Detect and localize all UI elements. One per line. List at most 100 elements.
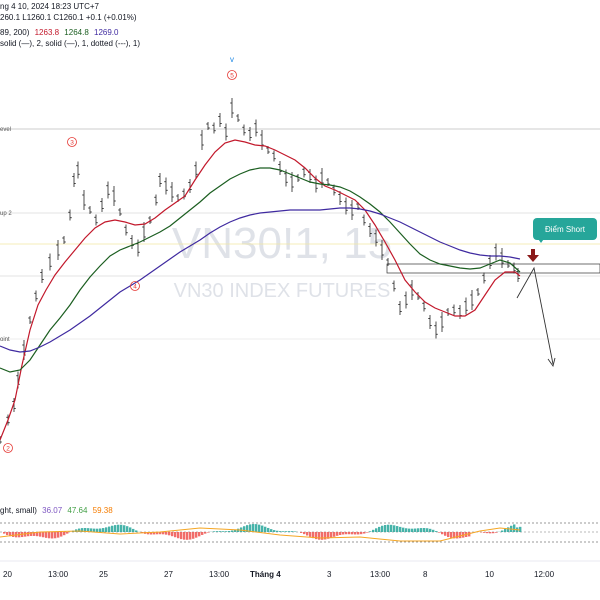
osc-histogram-bar	[93, 528, 96, 532]
short-entry-label[interactable]: Điểm Short	[533, 218, 597, 240]
osc-histogram-bar	[195, 532, 198, 538]
x-axis-label: 10	[485, 570, 494, 579]
osc-histogram-bar	[492, 532, 495, 534]
resistance-zone[interactable]	[386, 263, 600, 274]
osc-signal-line[interactable]	[0, 527, 521, 542]
osc-histogram-bar	[30, 532, 33, 536]
osc-histogram-bar	[36, 532, 39, 537]
osc-histogram-bar	[327, 532, 330, 539]
x-axis-label: 25	[99, 570, 108, 579]
osc-histogram-bar	[234, 529, 237, 532]
osc-histogram-bar	[201, 532, 204, 535]
wave-5-marker[interactable]	[227, 70, 237, 80]
osc-histogram-bar	[9, 532, 12, 537]
osc-histogram-bar	[54, 532, 57, 539]
osc-histogram-bar	[312, 532, 315, 539]
osc-histogram-bar	[363, 532, 366, 534]
osc-histogram-bar	[360, 532, 363, 535]
osc-histogram-bar	[147, 532, 150, 535]
osc-histogram-bar	[174, 532, 177, 538]
x-axis-label: Tháng 4	[250, 570, 281, 579]
osc-histogram-bar	[294, 531, 297, 532]
short-entry-text: Điểm Short	[544, 224, 585, 234]
osc-histogram-bar	[117, 524, 120, 532]
osc-histogram-bar	[102, 528, 105, 532]
osc-histogram-bar	[396, 526, 399, 532]
osc-histogram-bar	[366, 532, 369, 533]
osc-histogram-bar	[435, 531, 438, 532]
osc-histogram-bar	[423, 527, 426, 532]
osc-histogram-bar	[495, 532, 498, 533]
osc-histogram-bar	[150, 532, 153, 535]
osc-histogram-bar	[180, 532, 183, 540]
osc-histogram-bar	[189, 532, 192, 540]
osc-histogram-bar	[81, 528, 84, 532]
wave-2-marker[interactable]	[3, 443, 13, 453]
osc-histogram-bar	[33, 532, 36, 536]
osc-histogram-bar	[87, 528, 90, 532]
osc-histogram-bar	[450, 532, 453, 538]
osc-histogram-bar	[111, 525, 114, 532]
osc-histogram-bar	[243, 526, 246, 532]
wave-3-marker[interactable]	[67, 137, 77, 147]
osc-histogram-bar	[114, 525, 117, 532]
osc-histogram-bar	[519, 526, 522, 532]
wave-4-marker[interactable]	[130, 281, 140, 291]
osc-histogram-bar	[444, 532, 447, 536]
osc-histogram-bar	[126, 526, 129, 532]
projection-path[interactable]	[516, 266, 554, 365]
ma-fast-line[interactable]	[0, 139, 521, 441]
osc-histogram-bar	[270, 529, 273, 532]
short-label-pointer	[536, 236, 546, 243]
osc-histogram-bar	[90, 528, 93, 532]
osc-histogram-bar	[468, 532, 471, 537]
osc-histogram-bar	[207, 532, 210, 533]
wave-5-label: 5	[230, 73, 234, 80]
osc-histogram-bar	[339, 532, 342, 536]
osc-histogram-bar	[3, 532, 6, 534]
osc-histogram-bar	[168, 532, 171, 536]
osc-histogram-bar	[309, 532, 312, 537]
osc-histogram-bar	[231, 530, 234, 532]
osc-histogram-bar	[105, 527, 108, 532]
ma-mid-line[interactable]	[0, 167, 521, 373]
osc-histogram-bar	[204, 532, 207, 534]
ma-slow-line[interactable]	[0, 207, 521, 353]
osc-histogram-bar	[84, 527, 87, 532]
osc-histogram-bar	[453, 532, 456, 539]
osc-histogram-bar	[336, 532, 339, 536]
osc-histogram-bar	[276, 530, 279, 532]
osc-histogram-bar	[387, 524, 390, 532]
osc-histogram-bar	[261, 525, 264, 532]
osc-histogram-bar	[213, 531, 216, 532]
osc-histogram-bar	[318, 532, 321, 540]
osc-histogram-bar	[459, 532, 462, 539]
osc-histogram-bar	[48, 532, 51, 539]
osc-histogram-bar	[438, 532, 441, 533]
x-axis-label: 20	[3, 570, 12, 579]
osc-histogram-bar	[414, 528, 417, 532]
osc-histogram-bar	[324, 532, 327, 540]
wave-3-label: 3	[70, 140, 74, 147]
v-mark: v	[230, 55, 234, 64]
osc-histogram-bar	[486, 532, 489, 534]
short-arrow-icon[interactable]	[527, 249, 539, 262]
osc-histogram-bar	[456, 532, 459, 539]
watermark-symbol: VN30!1, 15	[172, 219, 392, 268]
osc-histogram-bar	[351, 532, 354, 535]
osc-histogram-bar	[483, 532, 486, 533]
osc-histogram-bar	[120, 524, 123, 532]
level-label: oint	[0, 337, 10, 343]
osc-histogram-bar	[315, 532, 318, 540]
osc-histogram-bar	[6, 532, 9, 536]
osc-histogram-bar	[504, 528, 507, 532]
osc-histogram-bar	[381, 525, 384, 532]
osc-histogram-bar	[249, 524, 252, 532]
osc-histogram-bar	[153, 532, 156, 535]
x-axis-label: 8	[423, 570, 428, 579]
osc-histogram-bar	[384, 525, 387, 532]
candles-layer	[0, 98, 520, 444]
legend-time: ng 4 10, 2024 18:23 UTC+7	[0, 2, 99, 11]
osc-histogram-bar	[27, 532, 30, 537]
